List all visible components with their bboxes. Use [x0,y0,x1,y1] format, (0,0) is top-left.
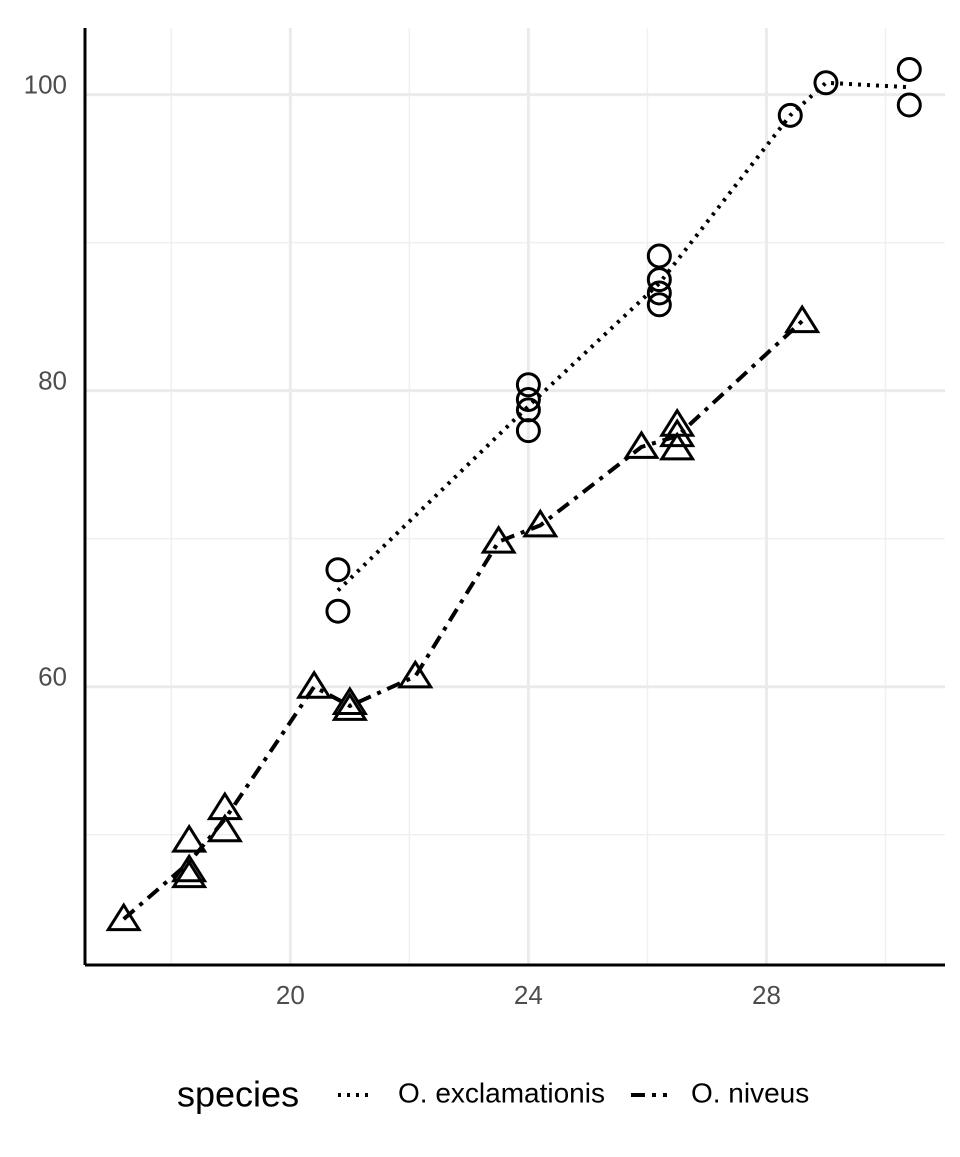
point [171,823,208,853]
mean-line [336,80,910,592]
y-tick-label: 100 [24,69,67,99]
point [896,92,922,118]
point [105,902,142,932]
legend-label: O. niveus [691,1077,809,1108]
point [331,692,368,721]
point [325,557,351,583]
point [325,598,351,624]
y-tick-label: 80 [38,366,67,396]
point [646,292,672,318]
point [480,524,517,554]
point [784,304,821,334]
point [296,669,333,699]
point [646,267,672,293]
point [777,102,803,128]
point [659,407,696,437]
y-tick-label: 60 [38,662,67,692]
point [646,243,672,269]
point [171,853,208,883]
x-tick-label: 28 [752,980,781,1010]
legend-title: species [177,1074,299,1115]
point [206,813,243,843]
point [397,659,434,689]
legend-label: O. exclamationis [398,1077,605,1108]
point [659,418,696,448]
point [522,508,559,538]
point [515,387,541,413]
mean-line [122,319,804,921]
point [171,859,208,889]
point [331,686,368,715]
point [646,280,672,306]
point [813,70,839,96]
point [623,430,660,459]
point [896,56,922,82]
point [206,791,243,821]
x-tick-label: 20 [276,980,305,1010]
x-tick-label: 24 [514,980,543,1010]
point [515,372,541,398]
point [515,397,541,423]
